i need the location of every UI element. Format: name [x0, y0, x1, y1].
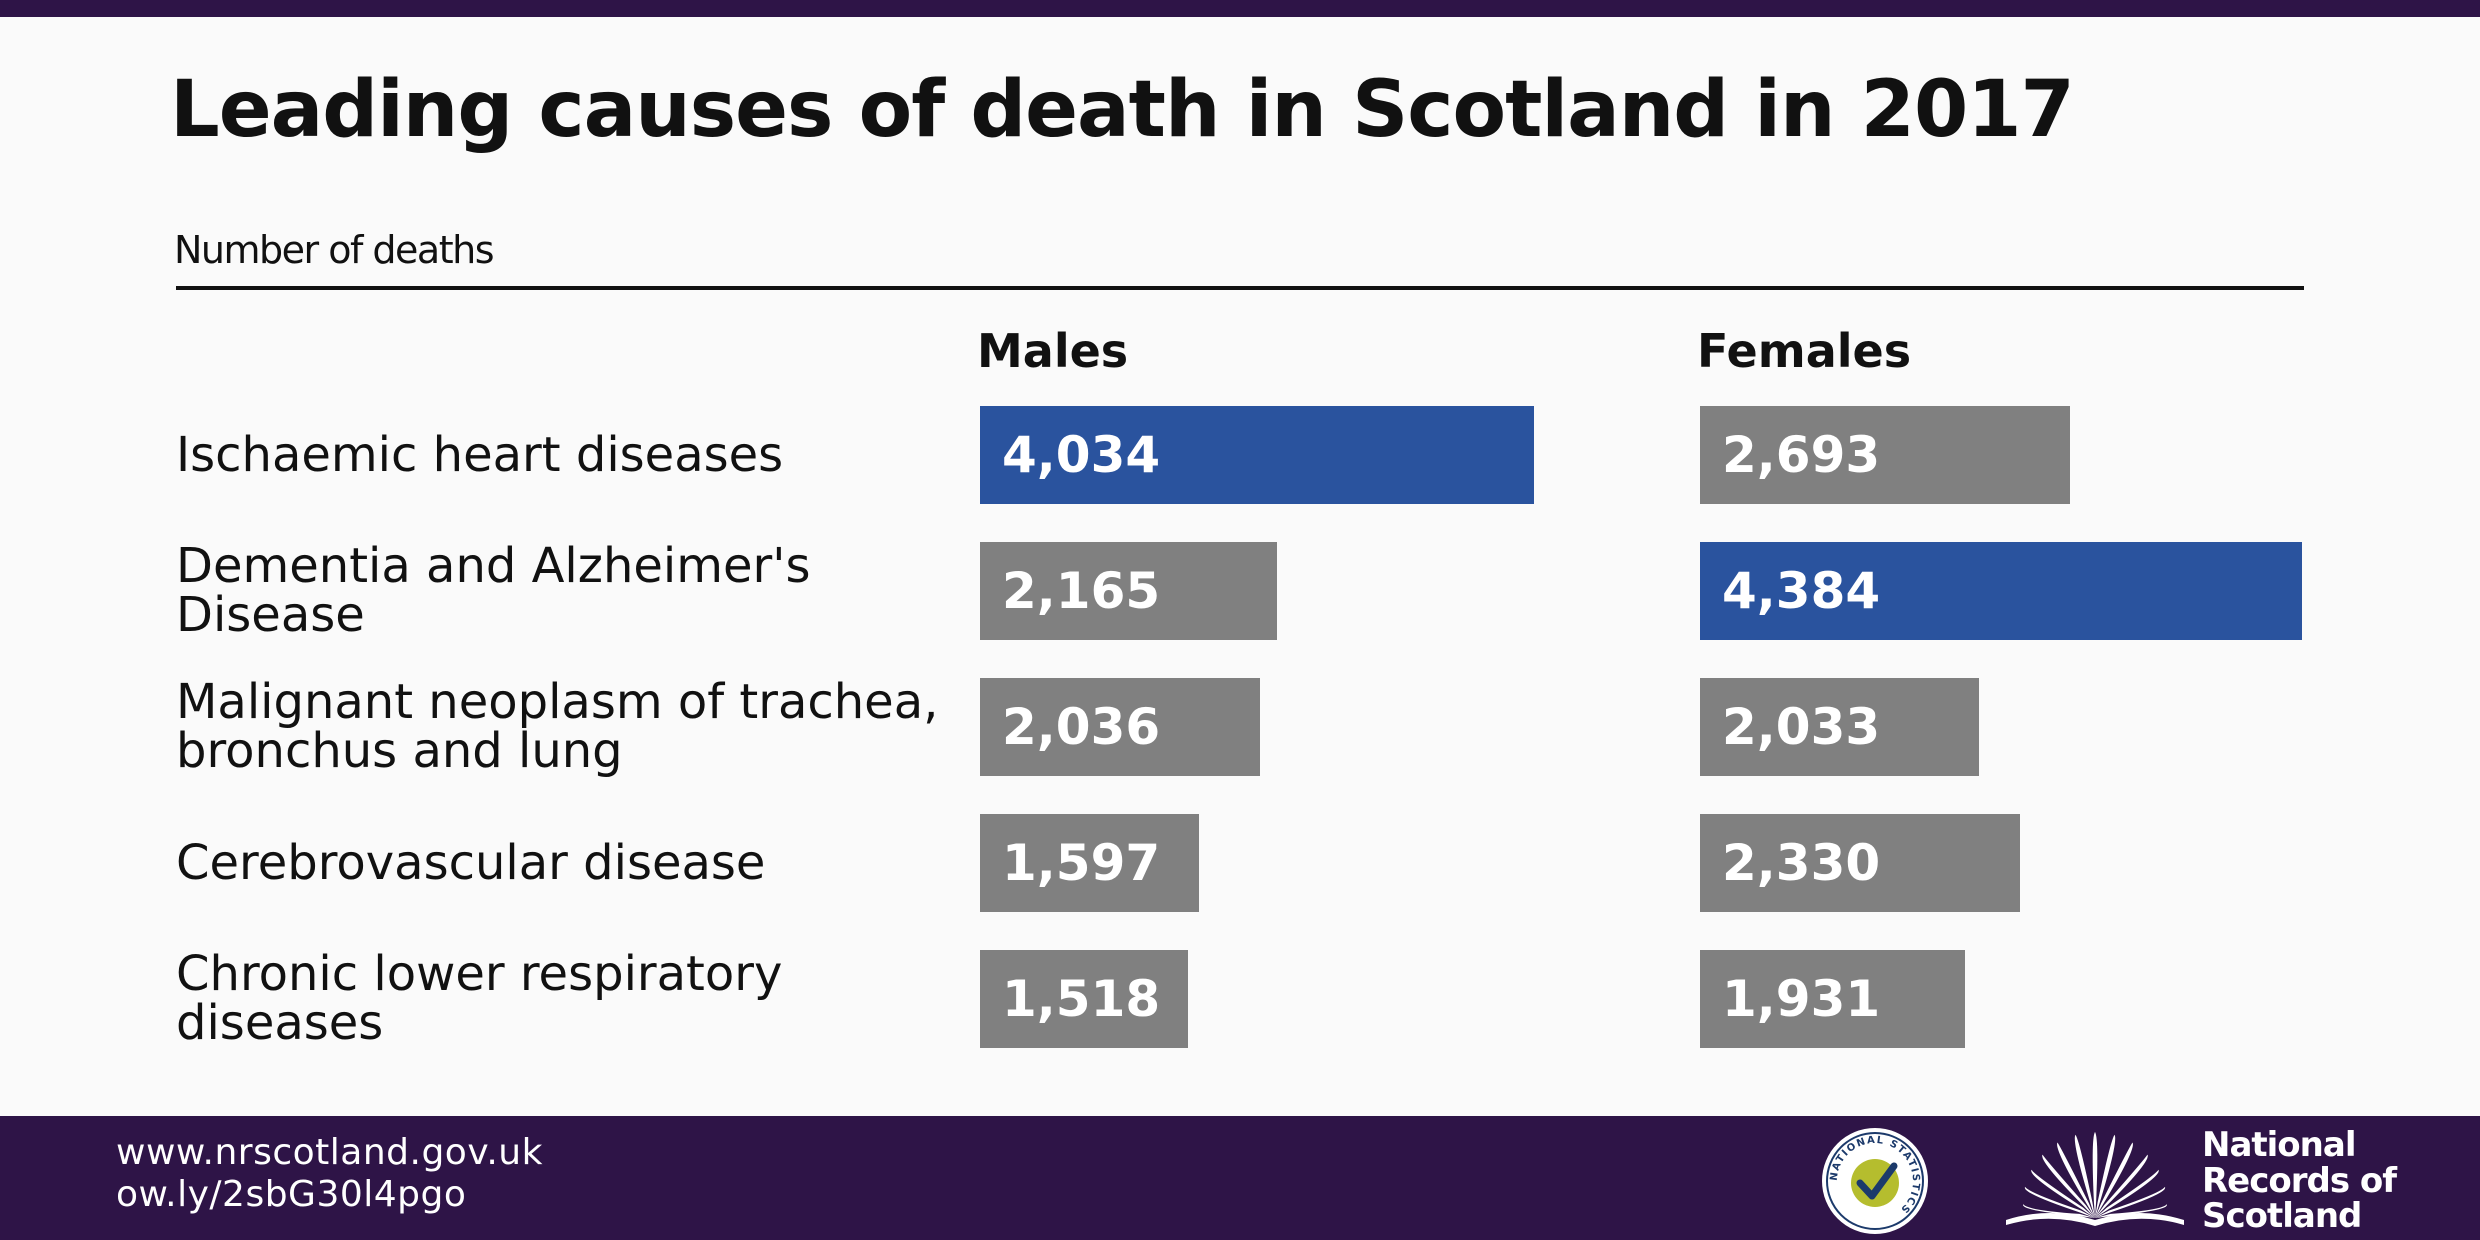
bar-value-label: 1,597: [1002, 834, 1161, 892]
bar-value-label: 2,036: [1002, 698, 1161, 756]
open-book-sunburst-icon: [2006, 1132, 2184, 1226]
bar-females: 2,033: [1700, 678, 1979, 776]
bar-value-label: 4,034: [1002, 426, 1161, 484]
bar-males: 1,597: [980, 814, 1199, 912]
logo-ray: [2057, 1142, 2095, 1218]
logo-ray: [2024, 1186, 2095, 1218]
nrs-name-line-3: Scotland: [2202, 1196, 2362, 1237]
bar-value-label: 2,033: [1722, 698, 1881, 756]
footer: www.nrscotland.gov.uk ow.ly/2sbG30l4pgo: [0, 1116, 2480, 1240]
logo-ray: [2095, 1204, 2167, 1218]
category-label: Chronic lower respiratory diseases: [176, 946, 783, 1051]
bar-females: 2,330: [1700, 814, 2020, 912]
header-divider: [176, 286, 2304, 290]
short-link[interactable]: ow.ly/2sbG30l4pgo: [116, 1174, 467, 1215]
bar-males: 2,165: [980, 542, 1277, 640]
category-label: Cerebrovascular disease: [176, 834, 766, 891]
column-header-males: Males: [977, 324, 1129, 378]
logo-ray: [2023, 1204, 2095, 1218]
bar-value-label: 1,931: [1722, 970, 1881, 1028]
bar-females: 4,384: [1700, 542, 2302, 640]
logo-ray: [2092, 1132, 2098, 1218]
bar-value-label: 2,330: [1722, 834, 1881, 892]
category-label: Malignant neoplasm of trachea, bronchus …: [176, 674, 939, 779]
website-link[interactable]: www.nrscotland.gov.uk: [116, 1132, 543, 1173]
bar-value-label: 2,693: [1722, 426, 1881, 484]
chart-subtitle: Number of deaths: [174, 228, 495, 272]
nrs-name-line-1: National: [2202, 1125, 2356, 1165]
bar-females: 1,931: [1700, 950, 1965, 1048]
top-accent-bar: [0, 0, 2480, 17]
chart-title: Leading causes of death in Scotland in 2…: [170, 65, 2075, 155]
bar-females: 2,693: [1700, 406, 2070, 504]
logo-ray: [2042, 1154, 2095, 1218]
nrs-name-line-2: Records of: [2202, 1160, 2397, 1201]
bar-value-label: 4,384: [1722, 562, 1881, 620]
logo-ray: [2095, 1142, 2133, 1218]
logo-ray: [2074, 1134, 2095, 1218]
bar-males: 2,036: [980, 678, 1260, 776]
bar-males: 4,034: [980, 406, 1534, 504]
nrs-logo-text: National Records of Scotland: [2202, 1125, 2397, 1237]
category-label: Dementia and Alzheimer's Disease: [176, 538, 811, 643]
bar-males: 1,518: [980, 950, 1188, 1048]
logo-ray: [2095, 1134, 2116, 1218]
bar-value-label: 2,165: [1002, 562, 1161, 620]
logo-ray: [2031, 1169, 2095, 1218]
bar-value-label: 1,518: [1002, 970, 1161, 1028]
logo-ray: [2095, 1169, 2159, 1218]
category-label: Ischaemic heart diseases: [176, 426, 784, 483]
logo-ray: [2095, 1154, 2148, 1218]
column-header-females: Females: [1697, 324, 1912, 378]
national-statistics-tick-icon: NATIONAL STATISTICS: [1822, 1128, 1928, 1234]
logo-ray: [2095, 1186, 2166, 1218]
